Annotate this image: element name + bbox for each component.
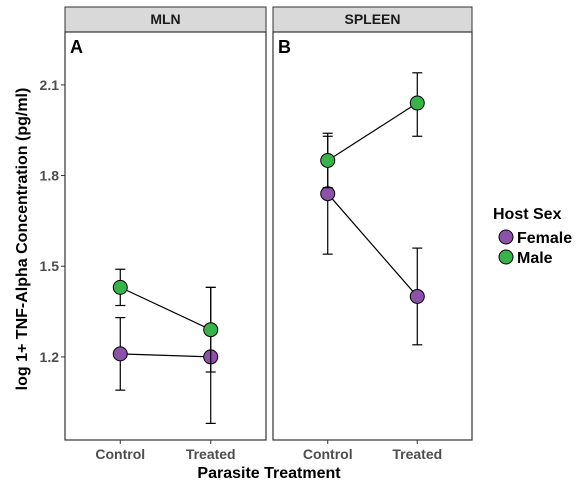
strip-spleen — [272, 6, 473, 33]
point-mln-female-0 — [112, 346, 128, 362]
point-spleen-male-0 — [320, 152, 336, 168]
point-spleen-female-1 — [409, 288, 425, 304]
series-line-mln-female — [120, 353, 211, 358]
legend: Host Sex Female Male — [493, 206, 572, 267]
legend-marker-female — [498, 229, 514, 245]
strip-label-spleen: SPLEEN — [344, 11, 400, 27]
panel-spleen: SPLEEN B Control Treated — [272, 6, 473, 462]
point-mln-male-0 — [112, 279, 128, 295]
panel-letter-mln: A — [70, 37, 83, 57]
x-axis-title: Parasite Treatment — [197, 465, 341, 482]
series-spleen-male — [320, 72, 425, 189]
panel-border-mln — [64, 31, 267, 441]
legend-label-female: Female — [517, 230, 572, 247]
legend-title: Host Sex — [493, 206, 562, 223]
series-mln-male — [112, 268, 219, 373]
x-tick-label-spleen-treated: Treated — [392, 446, 442, 462]
strip-label-mln: MLN — [150, 11, 180, 27]
x-tick-label-mln-control: Control — [95, 446, 145, 462]
y-tick-label-1.5: 1.5 — [40, 258, 60, 274]
point-mln-male-1 — [203, 322, 219, 338]
y-tick-label-1.2: 1.2 — [40, 349, 60, 365]
point-spleen-male-1 — [409, 95, 425, 111]
series-spleen-female — [320, 135, 425, 346]
panel-mln: MLN A Control Treated 1.2 1.5 1.8 2.1 — [40, 6, 267, 462]
panel-border-spleen — [272, 31, 473, 441]
x-tick-label-mln-treated: Treated — [186, 446, 236, 462]
legend-label-male: Male — [517, 250, 553, 267]
legend-marker-male — [498, 249, 514, 265]
y-axis-title: log 1+ TNF-Alpha Concentration (pg/ml) — [14, 88, 31, 391]
point-spleen-female-0 — [320, 186, 336, 202]
series-line-spleen-female — [327, 193, 418, 297]
panels: MLN A Control Treated 1.2 1.5 1.8 2.1 SPLEEN B Con… — [40, 6, 473, 462]
series-line-spleen-male — [327, 102, 418, 161]
y-tick-label-1.8: 1.8 — [40, 168, 60, 184]
x-tick-label-spleen-control: Control — [303, 446, 353, 462]
y-tick-label-2.1: 2.1 — [40, 77, 60, 93]
series-line-mln-male — [120, 286, 211, 331]
strip-mln — [64, 6, 267, 33]
panel-letter-spleen: B — [278, 37, 291, 57]
